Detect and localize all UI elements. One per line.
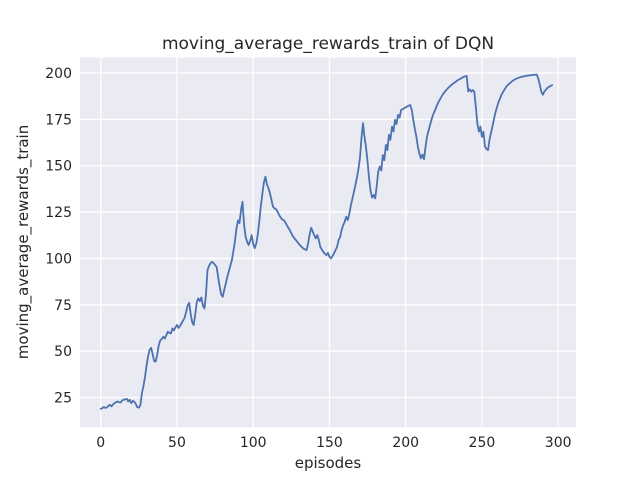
y-tick-labels: 25 50 75 100 125 150 175 200 (45, 66, 72, 407)
x-tick-label: 0 (96, 435, 105, 451)
y-axis-label: moving_average_rewards_train (14, 125, 33, 359)
x-tick-labels: 0 50 100 150 200 250 300 (96, 435, 571, 451)
x-tick-label: 50 (168, 435, 186, 451)
y-tick-label: 50 (54, 344, 72, 360)
y-tick-label: 200 (45, 66, 72, 82)
y-tick-label: 25 (54, 391, 72, 407)
x-tick-label: 250 (469, 435, 496, 451)
y-tick-label: 125 (45, 205, 72, 221)
y-tick-label: 100 (45, 251, 72, 267)
x-tick-label: 150 (316, 435, 343, 451)
y-tick-label: 150 (45, 159, 72, 175)
series-line (99, 73, 553, 410)
chart-title: moving_average_rewards_train of DQN (162, 34, 494, 54)
x-tick-label: 300 (545, 435, 572, 451)
y-tick-label: 75 (54, 298, 72, 314)
y-tick-label: 175 (45, 112, 72, 128)
x-axis-label: episodes (295, 454, 362, 472)
x-tick-label: 100 (240, 435, 267, 451)
x-tick-label: 200 (392, 435, 419, 451)
plot-area (80, 57, 576, 428)
series-layer (99, 73, 553, 410)
